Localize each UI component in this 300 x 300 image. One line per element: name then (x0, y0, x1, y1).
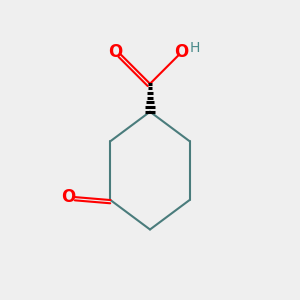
Text: O: O (61, 188, 76, 206)
Text: O: O (108, 43, 123, 61)
Text: O: O (174, 43, 189, 61)
Text: H: H (189, 41, 200, 55)
